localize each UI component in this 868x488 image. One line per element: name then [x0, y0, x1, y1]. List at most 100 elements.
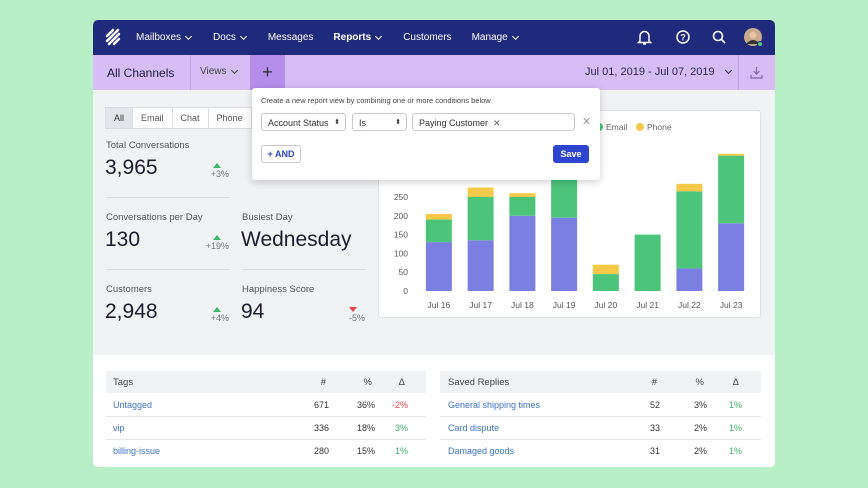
and-button[interactable]: + AND	[261, 145, 301, 163]
x-tick-label: Jul 23	[720, 300, 743, 310]
legend-label: Email	[606, 122, 627, 132]
nav-item[interactable]: Manage	[472, 32, 520, 43]
filter-tab[interactable]: Email	[132, 107, 173, 129]
table-cell: 36%	[356, 400, 375, 410]
add-view-button[interactable]: +	[250, 55, 285, 90]
logo	[105, 28, 121, 46]
column-header: %	[695, 377, 704, 388]
y-tick-label: 0	[403, 286, 408, 296]
table-cell: 15%	[356, 446, 375, 456]
stat-value: 130	[105, 228, 141, 251]
toolbar	[93, 55, 775, 90]
column-header: Tags	[113, 377, 134, 388]
date-range: Jul 01, 2019 - Jul 07, 2019	[585, 66, 715, 78]
stat-label: Customers	[106, 284, 152, 295]
table-cell: 1%	[728, 446, 742, 456]
table-cell: 280	[313, 446, 329, 456]
nav-label: Customers	[403, 32, 452, 43]
arrow	[213, 307, 221, 312]
nav-item[interactable]: Docs	[213, 32, 248, 43]
stat-value: 2,948	[105, 300, 158, 323]
row-divider	[106, 439, 426, 440]
bar	[509, 193, 536, 197]
bar	[551, 217, 578, 291]
stat-label: Busiest Day	[242, 212, 293, 223]
bar	[676, 191, 703, 269]
bar	[676, 183, 703, 192]
row-link[interactable]: Untagged	[113, 400, 153, 410]
help-icon[interactable]	[676, 30, 690, 44]
row-link[interactable]: billing-issue	[113, 446, 161, 456]
table-cell: 1%	[728, 400, 742, 410]
nav-label: Messages	[267, 32, 314, 43]
row-link[interactable]: General shipping times	[448, 400, 541, 410]
row-link[interactable]: Card dispute	[448, 423, 500, 433]
arrow	[213, 235, 221, 240]
save-button[interactable]: Save	[553, 145, 589, 163]
nav-item[interactable]: Messages	[268, 32, 314, 43]
search-icon[interactable]	[712, 30, 724, 42]
caret	[184, 32, 193, 40]
row-divider	[106, 416, 426, 417]
row-divider	[440, 439, 761, 440]
table-cell: 1%	[394, 446, 408, 456]
views-menu[interactable]: Views	[200, 66, 239, 77]
bar	[467, 187, 494, 197]
caret	[375, 32, 383, 40]
field-value: Account Status	[268, 118, 329, 128]
bar	[718, 223, 745, 291]
bell-icon[interactable]	[636, 30, 653, 45]
column-header: %	[363, 377, 372, 388]
value-input[interactable]: Paying Customer ✕	[412, 113, 575, 131]
bar	[425, 219, 452, 243]
filter-tab[interactable]: Chat	[171, 107, 209, 129]
stat-value: 3,965	[105, 156, 158, 179]
stat-change: +4%	[210, 313, 229, 323]
bar	[718, 155, 745, 224]
nav-item[interactable]: Reports	[333, 32, 383, 43]
x-tick-label: Jul 21	[636, 300, 659, 310]
bar	[592, 264, 619, 275]
trend-arrow	[213, 163, 221, 168]
stat-label: Total Conversations	[106, 140, 190, 151]
filter-tab[interactable]: Phone	[207, 107, 252, 129]
bar	[676, 268, 703, 291]
bar	[425, 242, 452, 291]
stat-change: +19%	[205, 241, 229, 251]
views-label: Views	[200, 66, 227, 77]
channel-title: All Channels	[107, 66, 175, 80]
nav-label: Mailboxes	[136, 32, 182, 43]
row-link[interactable]: vip	[113, 423, 125, 433]
nav-item[interactable]: Mailboxes	[136, 32, 193, 43]
table-cell: 1%	[728, 423, 742, 433]
y-tick-label: 200	[394, 211, 408, 221]
remove-condition[interactable]: ✕	[582, 116, 592, 128]
value-token: Paying Customer	[419, 118, 489, 128]
field-select[interactable]: Account Status ⬍	[261, 113, 346, 131]
y-tick-label: 100	[394, 248, 408, 258]
nav-item[interactable]: Customers	[403, 32, 451, 43]
stat-change: -5%	[348, 313, 365, 323]
table-cell: 3%	[693, 400, 707, 410]
y-tick-label: 150	[394, 230, 408, 240]
nav-bar	[93, 20, 775, 55]
table-header	[106, 371, 426, 393]
date-picker[interactable]: Jul 01, 2019 - Jul 07, 2019	[585, 66, 733, 78]
stat-change: +3%	[210, 169, 229, 179]
column-header: #	[320, 377, 326, 388]
row-link[interactable]: Damaged goods	[448, 446, 515, 456]
filter-tab[interactable]: All	[105, 107, 134, 129]
column-header: #	[651, 377, 657, 388]
nav-label: Docs	[213, 32, 236, 43]
bar	[425, 213, 452, 220]
stat-value: Wednesday	[241, 228, 352, 251]
bar	[509, 215, 536, 291]
bar	[467, 240, 494, 291]
chart: 0 50 100 150 200 250 Jul 16 Jul 17 Jul 18 Jul 19 J…	[394, 122, 745, 310]
operator-select[interactable]: Is ⬍	[352, 113, 407, 131]
table-cell: -2%	[391, 400, 408, 410]
trend-arrow	[213, 235, 221, 240]
table-header	[440, 371, 761, 393]
x-tick-label: Jul 22	[678, 300, 701, 310]
download-icon[interactable]	[750, 66, 763, 79]
